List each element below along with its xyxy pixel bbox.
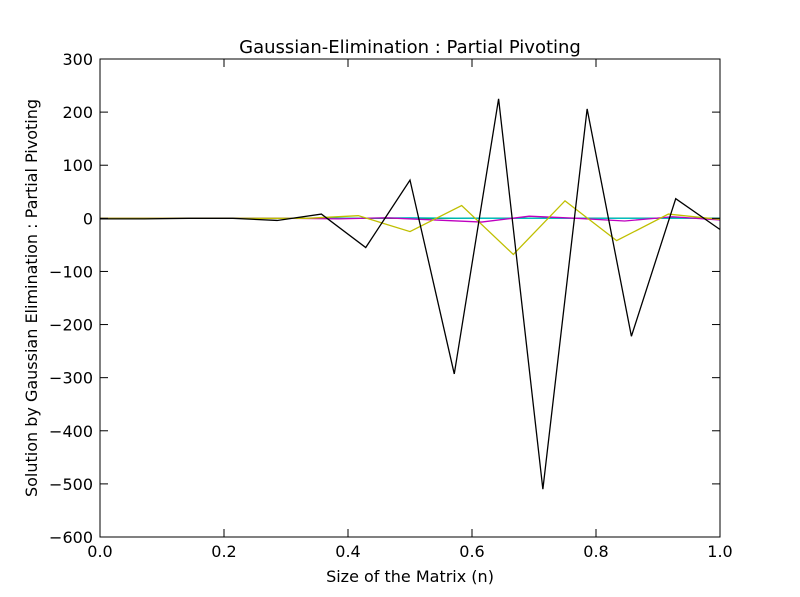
x-axis-label: Size of the Matrix (n) [326, 567, 494, 586]
y-tick-label: −400 [49, 422, 93, 441]
y-tick-label: −300 [49, 369, 93, 388]
plot-frame [99, 58, 721, 538]
y-tick-label: 100 [62, 156, 93, 175]
y-tick-label: −600 [49, 528, 93, 547]
y-tick-label: 0 [83, 209, 93, 228]
series-line-6 [100, 98, 721, 490]
y-axis-label: Solution by Gaussian Elimination : Parti… [22, 99, 41, 497]
y-tick-label: −100 [49, 262, 93, 281]
y-axis: 300 200 100 0 −100 −200 −300 −400 −500 −600 [49, 50, 720, 547]
series-layer [100, 98, 721, 490]
x-axis: 0.0 0.2 0.4 0.6 0.8 1.0 [87, 59, 733, 561]
y-tick-label: 300 [62, 50, 93, 69]
x-tick-label: 1.0 [707, 542, 732, 561]
y-tick-label: −500 [49, 475, 93, 494]
y-tick-label: 200 [62, 103, 93, 122]
plot-area [99, 58, 721, 538]
chart-title: Gaussian-Elimination : Partial Pivoting [239, 37, 581, 58]
y-tick-label: −200 [49, 316, 93, 335]
x-tick-label: 0.4 [335, 542, 360, 561]
x-tick-label: 0.2 [211, 542, 236, 561]
x-tick-label: 0.8 [583, 542, 608, 561]
x-tick-label: 0.0 [87, 542, 112, 561]
x-tick-label: 0.6 [459, 542, 484, 561]
